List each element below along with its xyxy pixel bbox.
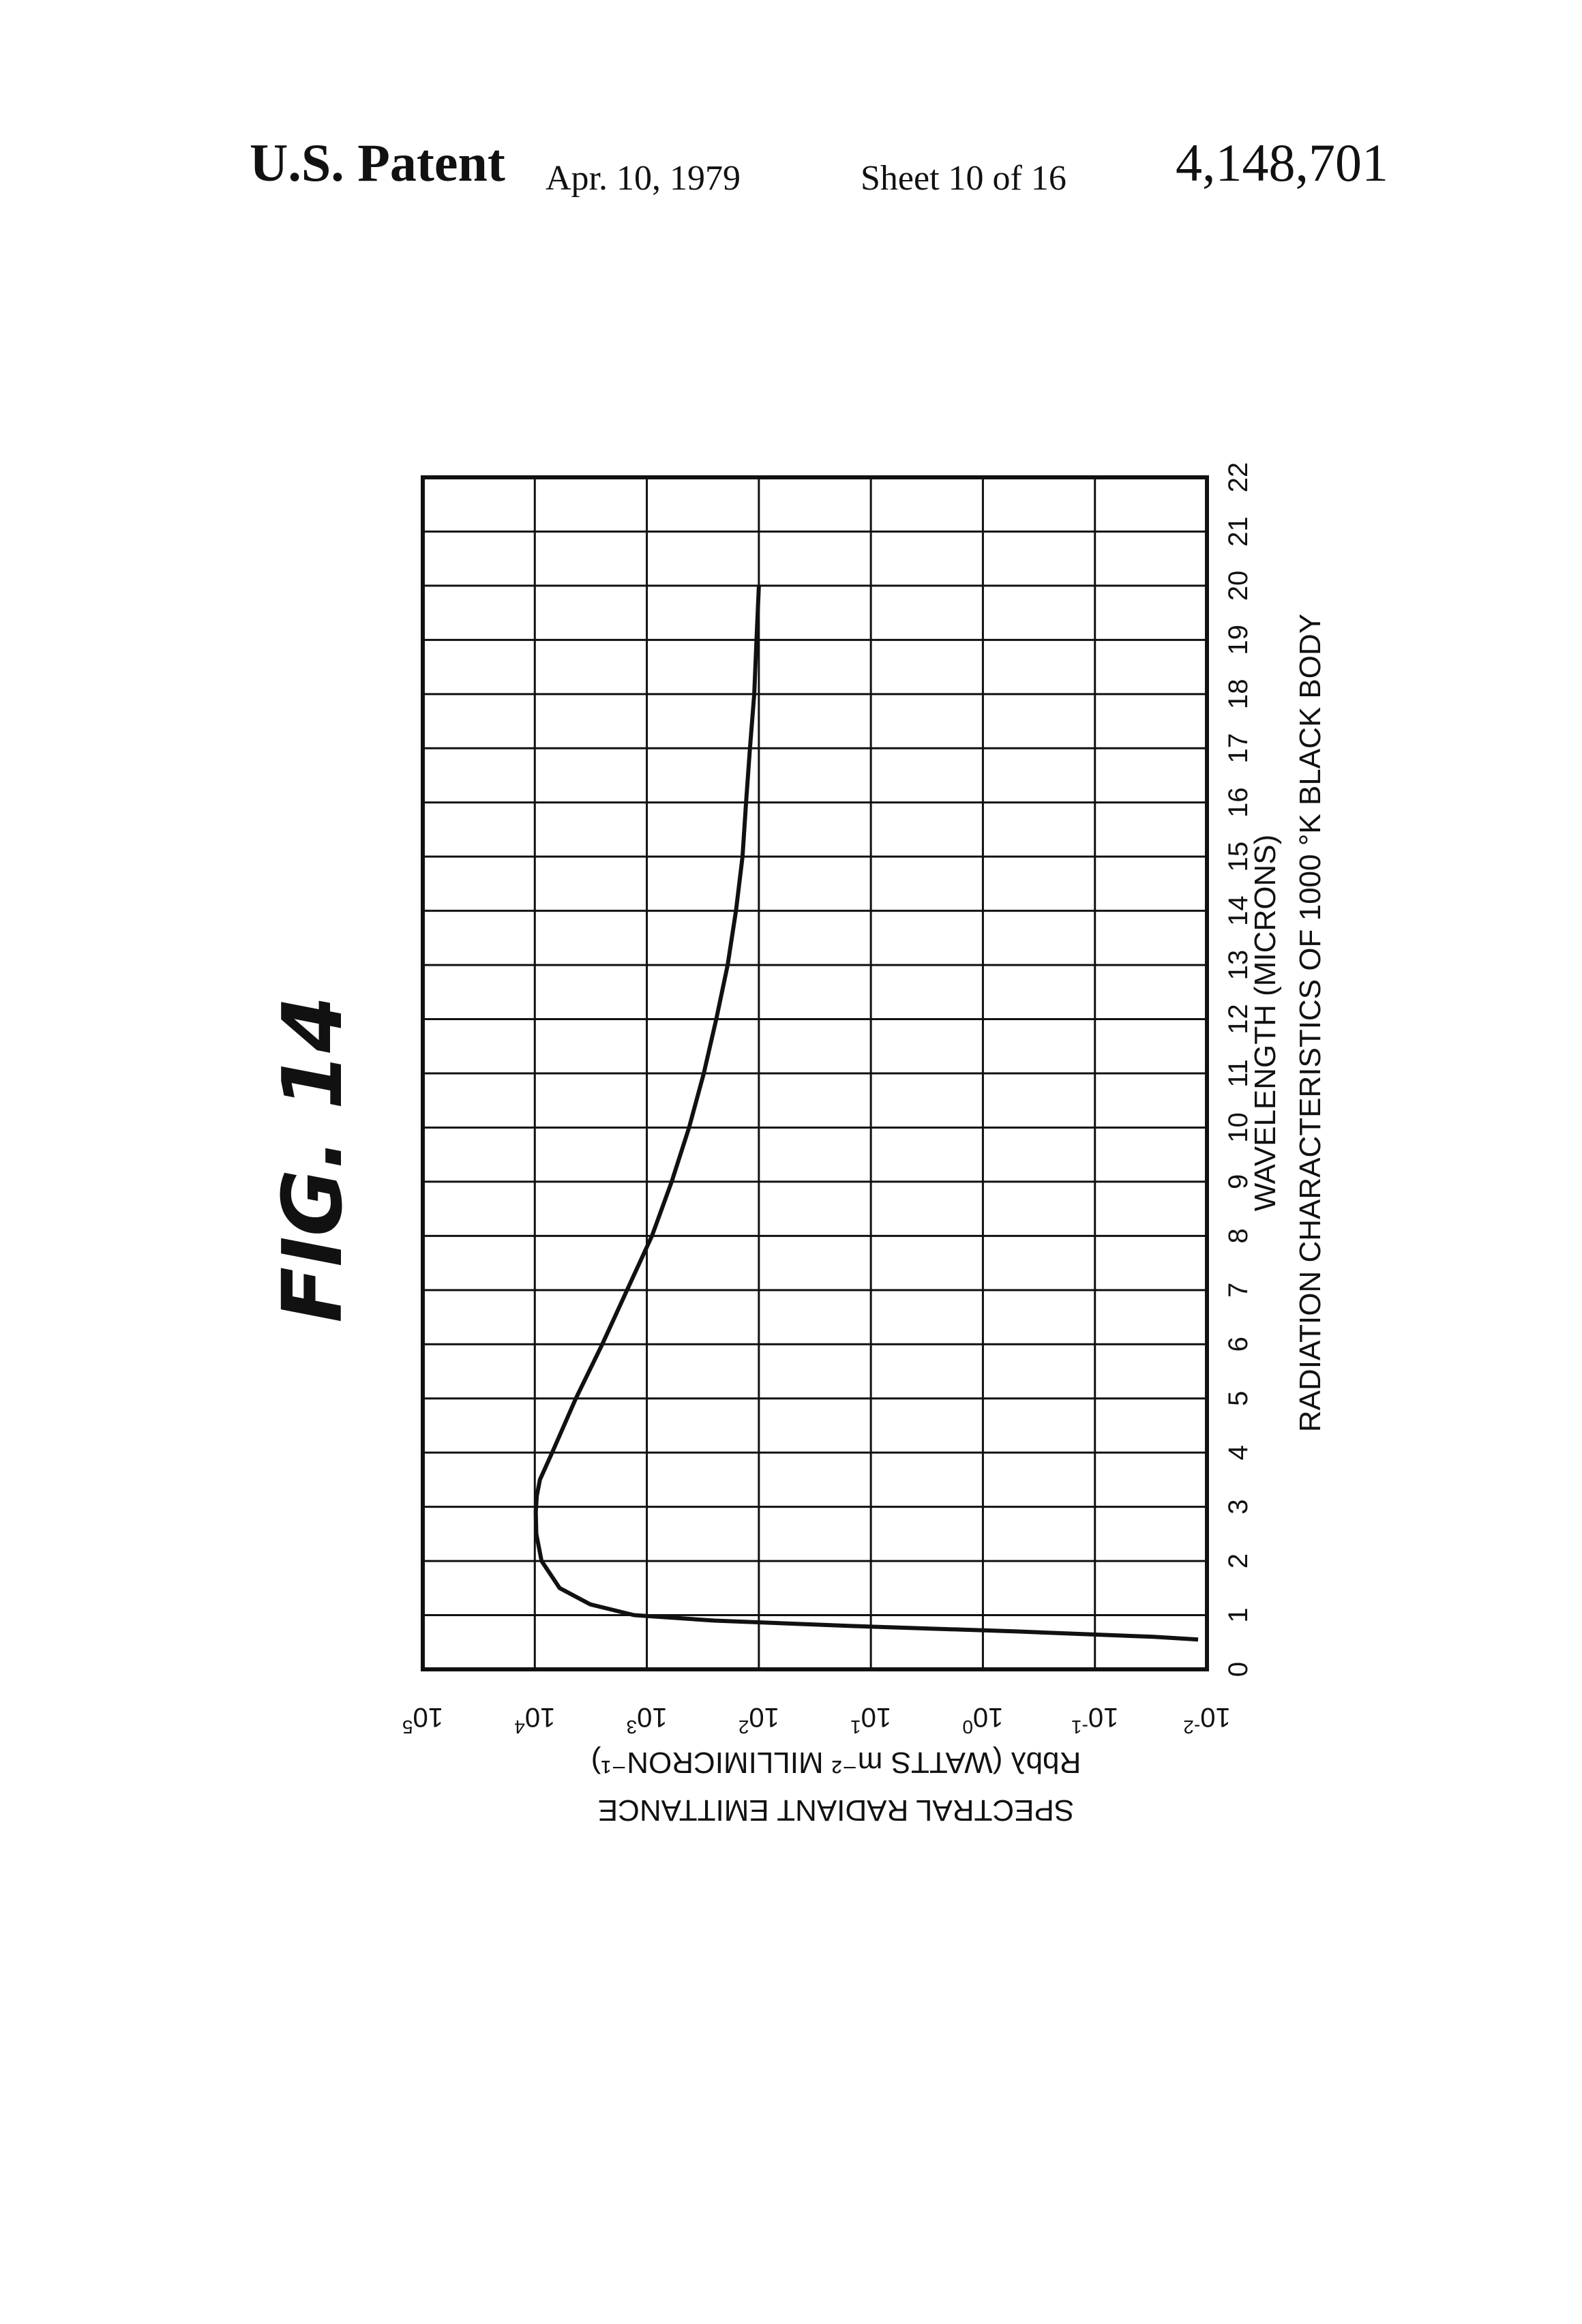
x-tick-label: 0: [1223, 1662, 1253, 1677]
chart-title: RADIATION CHARACTERISTICS OF 1000 °K BLA…: [1294, 614, 1327, 1432]
x-tick-label: 2: [1223, 1553, 1253, 1568]
y-tick-label: 104: [514, 1702, 555, 1738]
y-tick-exponent: -1: [1071, 1716, 1088, 1738]
x-tick-label: 7: [1223, 1283, 1253, 1298]
y-tick-exponent: 2: [738, 1716, 749, 1738]
y-tick-label: 101: [850, 1702, 891, 1738]
y-tick-exponent: 1: [850, 1716, 861, 1738]
y-tick-exponent: 5: [402, 1716, 413, 1738]
x-tick-label: 3: [1223, 1499, 1253, 1514]
figure-label: FIG. 14: [266, 996, 361, 1322]
x-tick-label: 22: [1223, 462, 1253, 493]
y-tick-base: 10: [861, 1702, 892, 1732]
x-tick-label: 18: [1223, 679, 1253, 710]
x-tick-label: 19: [1223, 625, 1253, 655]
x-tick-label: 4: [1223, 1445, 1253, 1460]
y-tick-base: 10: [1088, 1702, 1119, 1732]
y-tick-labels: 10-210-1100101102103104105: [402, 1702, 1231, 1738]
y-tick-exponent: 0: [962, 1716, 973, 1738]
y-tick-exponent: -2: [1183, 1716, 1200, 1738]
x-tick-label: 6: [1223, 1337, 1253, 1352]
x-tick-label: 20: [1223, 571, 1253, 601]
x-tick-label: 17: [1223, 733, 1253, 764]
y-tick-base: 10: [973, 1702, 1004, 1732]
y-tick-base: 10: [413, 1702, 444, 1732]
y-axis-label: SPECTRAL RADIANT EMITTANCE: [598, 1793, 1074, 1827]
y-tick-base: 10: [1200, 1702, 1231, 1732]
y-tick-label: 10-1: [1071, 1702, 1118, 1738]
chart-series: [536, 586, 1198, 1639]
y-axis-label-units: Rbbλ (WATTS m⁻² MILLIMICRON⁻¹): [591, 1746, 1081, 1779]
series-line-black-body: [536, 586, 1198, 1639]
y-tick-base: 10: [525, 1702, 556, 1732]
chart-grid: [423, 477, 1207, 1669]
y-tick-label: 102: [738, 1702, 779, 1738]
x-tick-label: 21: [1223, 516, 1253, 547]
y-tick-label: 103: [627, 1702, 668, 1738]
x-tick-label: 1: [1223, 1607, 1253, 1622]
y-tick-label: 100: [962, 1702, 1003, 1738]
y-tick-base: 10: [749, 1702, 779, 1732]
y-tick-exponent: 4: [514, 1716, 525, 1738]
x-axis-label: WAVELENGTH (MICRONS): [1249, 835, 1282, 1211]
y-tick-label: 105: [402, 1702, 443, 1738]
x-tick-label: 8: [1223, 1228, 1253, 1243]
y-tick-exponent: 3: [627, 1716, 638, 1738]
x-tick-label: 5: [1223, 1391, 1253, 1406]
y-tick-label: 10-2: [1183, 1702, 1230, 1738]
x-tick-label: 16: [1223, 787, 1253, 818]
y-tick-base: 10: [637, 1702, 668, 1732]
